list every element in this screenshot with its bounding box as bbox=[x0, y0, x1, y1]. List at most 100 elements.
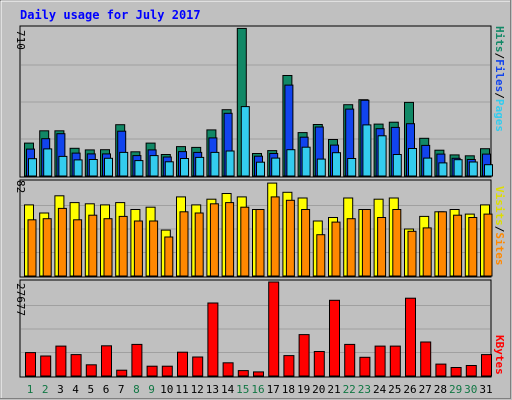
bar-pages bbox=[149, 155, 159, 177]
bar-kbytes bbox=[344, 343, 356, 377]
bar-pages bbox=[377, 135, 387, 177]
bar-sites bbox=[285, 199, 295, 277]
day-label-5: 5 bbox=[87, 383, 94, 396]
bar-pages bbox=[438, 162, 448, 177]
bar-sites bbox=[377, 217, 387, 277]
day-label-2: 2 bbox=[42, 383, 49, 396]
bar-pages bbox=[104, 157, 113, 177]
bar-pages bbox=[316, 158, 326, 177]
ymax-label-kbytes-panel: 27677 bbox=[14, 283, 27, 316]
bar-pages bbox=[164, 161, 174, 177]
legend-files: Files bbox=[493, 59, 506, 92]
bar-kbytes bbox=[177, 351, 188, 377]
bar-kbytes bbox=[329, 299, 340, 377]
bar-sites bbox=[240, 206, 250, 277]
ymax-label-hits-panel: 710 bbox=[14, 30, 27, 50]
day-label-16: 16 bbox=[251, 383, 264, 396]
bar-pages bbox=[43, 148, 53, 177]
bars-layer bbox=[24, 27, 493, 377]
bar-pages bbox=[180, 158, 189, 177]
bar-pages bbox=[423, 157, 433, 177]
bar-sites bbox=[255, 209, 265, 277]
bar-kbytes bbox=[298, 334, 310, 377]
day-label-6: 6 bbox=[103, 383, 110, 396]
legend-sep-1: / bbox=[493, 53, 506, 60]
bar-pages bbox=[392, 154, 402, 177]
bar-sites bbox=[179, 211, 189, 277]
legend-hits-files-pages: Hits/Files/Pages bbox=[493, 26, 506, 132]
bar-kbytes bbox=[55, 345, 67, 377]
legend-visits-sites: Visits/Sites bbox=[493, 186, 506, 266]
bar-sites bbox=[270, 196, 280, 277]
bar-sites bbox=[392, 209, 402, 277]
bar-kbytes bbox=[207, 302, 219, 377]
bar-pages bbox=[468, 161, 478, 177]
day-label-10: 10 bbox=[160, 383, 173, 396]
legend-sep-3: / bbox=[493, 226, 506, 233]
bar-sites bbox=[301, 209, 311, 277]
bar-kbytes bbox=[420, 341, 432, 377]
day-label-13: 13 bbox=[206, 383, 219, 396]
day-label-15: 15 bbox=[236, 383, 249, 396]
bar-sites bbox=[73, 219, 83, 277]
bar-kbytes bbox=[237, 370, 249, 377]
day-label-25: 25 bbox=[388, 383, 401, 396]
bar-sites bbox=[149, 220, 159, 277]
bar-sites bbox=[209, 203, 219, 277]
legend-sites: Sites bbox=[493, 232, 506, 265]
bar-pages bbox=[271, 157, 281, 177]
ymax-label-visits-panel: 82 bbox=[14, 180, 27, 193]
bar-kbytes bbox=[192, 356, 204, 377]
bar-sites bbox=[468, 217, 478, 277]
bar-sites bbox=[164, 236, 174, 277]
day-label-24: 24 bbox=[373, 383, 387, 396]
bar-sites bbox=[103, 218, 113, 277]
bar-pages bbox=[362, 124, 372, 177]
bar-kbytes bbox=[70, 354, 82, 377]
bar-kbytes bbox=[465, 365, 477, 377]
bar-sites bbox=[346, 218, 356, 277]
legend-hits: Hits bbox=[493, 26, 506, 53]
chart-title: Daily usage for July 2017 bbox=[20, 8, 201, 22]
bar-sites bbox=[437, 211, 447, 277]
bar-sites bbox=[118, 215, 128, 277]
day-label-22: 22 bbox=[343, 383, 356, 396]
bar-kbytes bbox=[435, 363, 447, 377]
day-label-18: 18 bbox=[282, 383, 295, 396]
day-label-19: 19 bbox=[297, 383, 310, 396]
bar-kbytes bbox=[268, 281, 280, 377]
bar-sites bbox=[422, 227, 432, 277]
bar-pages bbox=[332, 152, 341, 177]
bar-pages bbox=[347, 158, 357, 177]
bar-sites bbox=[483, 213, 493, 277]
bar-kbytes bbox=[131, 343, 143, 377]
bar-sites bbox=[316, 234, 326, 277]
bar-sites bbox=[42, 218, 52, 277]
bar-kbytes bbox=[374, 345, 386, 377]
bar-kbytes bbox=[481, 354, 492, 377]
bar-kbytes bbox=[116, 369, 128, 377]
bar-pages bbox=[301, 146, 311, 177]
day-label-4: 4 bbox=[72, 383, 79, 396]
day-label-11: 11 bbox=[175, 383, 188, 396]
day-label-27: 27 bbox=[419, 383, 432, 396]
bar-kbytes bbox=[359, 356, 371, 377]
bar-sites bbox=[453, 214, 463, 277]
bar-kbytes bbox=[450, 367, 462, 377]
bar-pages bbox=[408, 148, 417, 177]
bar-kbytes bbox=[25, 352, 36, 377]
bar-sites bbox=[88, 214, 98, 277]
bar-sites bbox=[407, 230, 417, 277]
day-label-8: 8 bbox=[133, 383, 140, 396]
bar-sites bbox=[194, 212, 204, 277]
bar-kbytes bbox=[146, 365, 158, 377]
bar-sites bbox=[331, 221, 341, 277]
bar-sites bbox=[361, 209, 371, 277]
day-label-3: 3 bbox=[57, 383, 64, 396]
bar-kbytes bbox=[101, 345, 112, 377]
bar-pages bbox=[73, 159, 83, 177]
day-label-31: 31 bbox=[479, 383, 492, 396]
bar-kbytes bbox=[389, 345, 401, 377]
bar-pages bbox=[195, 156, 205, 177]
day-label-17: 17 bbox=[267, 383, 280, 396]
